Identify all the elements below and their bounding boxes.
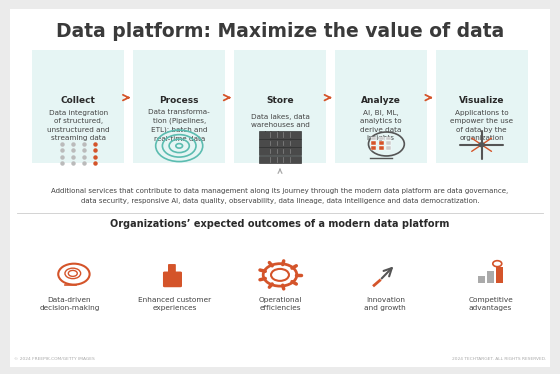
Text: Store: Store bbox=[266, 96, 294, 105]
FancyBboxPatch shape bbox=[259, 139, 301, 147]
Text: Additional services that contribute to data management along its journey through: Additional services that contribute to d… bbox=[52, 188, 508, 194]
FancyBboxPatch shape bbox=[371, 146, 376, 150]
FancyBboxPatch shape bbox=[168, 264, 176, 274]
Text: Process: Process bbox=[160, 96, 199, 105]
FancyBboxPatch shape bbox=[133, 50, 225, 163]
Text: Organizations’ expected outcomes of a modern data platform: Organizations’ expected outcomes of a mo… bbox=[110, 220, 450, 229]
FancyBboxPatch shape bbox=[10, 9, 550, 367]
Text: © 2024 FREEPIK.COM/GETTY IMAGES: © 2024 FREEPIK.COM/GETTY IMAGES bbox=[14, 357, 95, 361]
FancyBboxPatch shape bbox=[335, 50, 427, 163]
Text: AI, BI, ML,
analytics to
derive data
insights: AI, BI, ML, analytics to derive data ins… bbox=[360, 110, 402, 141]
FancyBboxPatch shape bbox=[386, 146, 391, 150]
Text: Data lakes, data
warehouses and
databases: Data lakes, data warehouses and database… bbox=[250, 114, 310, 137]
Text: data security, responsive AI, data quality, observability, data lineage, data in: data security, responsive AI, data quali… bbox=[81, 198, 479, 204]
FancyBboxPatch shape bbox=[386, 137, 391, 140]
FancyBboxPatch shape bbox=[371, 137, 376, 140]
Text: Data transforma-
tion (Pipelines,
ETL); batch and
real-time data: Data transforma- tion (Pipelines, ETL); … bbox=[148, 109, 210, 141]
Text: Operational
efficiencies: Operational efficiencies bbox=[258, 297, 302, 311]
Text: Innovation
and growth: Innovation and growth bbox=[365, 297, 406, 311]
Text: Data platform: Maximize the value of data: Data platform: Maximize the value of dat… bbox=[56, 22, 504, 41]
Text: Data integration
of structured,
unstructured and
streaming data: Data integration of structured, unstruct… bbox=[47, 110, 110, 141]
FancyBboxPatch shape bbox=[379, 146, 384, 150]
Text: Collect: Collect bbox=[61, 96, 96, 105]
FancyBboxPatch shape bbox=[478, 276, 485, 283]
Text: Data-driven
decision-making: Data-driven decision-making bbox=[39, 297, 100, 311]
Text: Applications to
empower the use
of data by the
organization: Applications to empower the use of data … bbox=[450, 110, 513, 141]
Text: Analyze: Analyze bbox=[361, 96, 401, 105]
FancyBboxPatch shape bbox=[371, 141, 376, 145]
Circle shape bbox=[479, 143, 484, 147]
FancyBboxPatch shape bbox=[436, 50, 528, 163]
Text: Visualize: Visualize bbox=[459, 96, 505, 105]
Text: Competitive
advantages: Competitive advantages bbox=[468, 297, 513, 311]
FancyBboxPatch shape bbox=[379, 141, 384, 145]
FancyBboxPatch shape bbox=[496, 267, 503, 283]
FancyBboxPatch shape bbox=[379, 137, 384, 140]
FancyBboxPatch shape bbox=[234, 50, 326, 163]
Text: 2024 TECHTARGET. ALL RIGHTS RESERVED.: 2024 TECHTARGET. ALL RIGHTS RESERVED. bbox=[451, 357, 546, 361]
FancyBboxPatch shape bbox=[163, 272, 182, 287]
FancyBboxPatch shape bbox=[259, 131, 301, 139]
FancyBboxPatch shape bbox=[259, 147, 301, 155]
FancyBboxPatch shape bbox=[487, 271, 494, 283]
FancyBboxPatch shape bbox=[32, 50, 124, 163]
FancyBboxPatch shape bbox=[259, 156, 301, 163]
FancyBboxPatch shape bbox=[386, 141, 391, 145]
Text: Enhanced customer
experiences: Enhanced customer experiences bbox=[138, 297, 211, 311]
